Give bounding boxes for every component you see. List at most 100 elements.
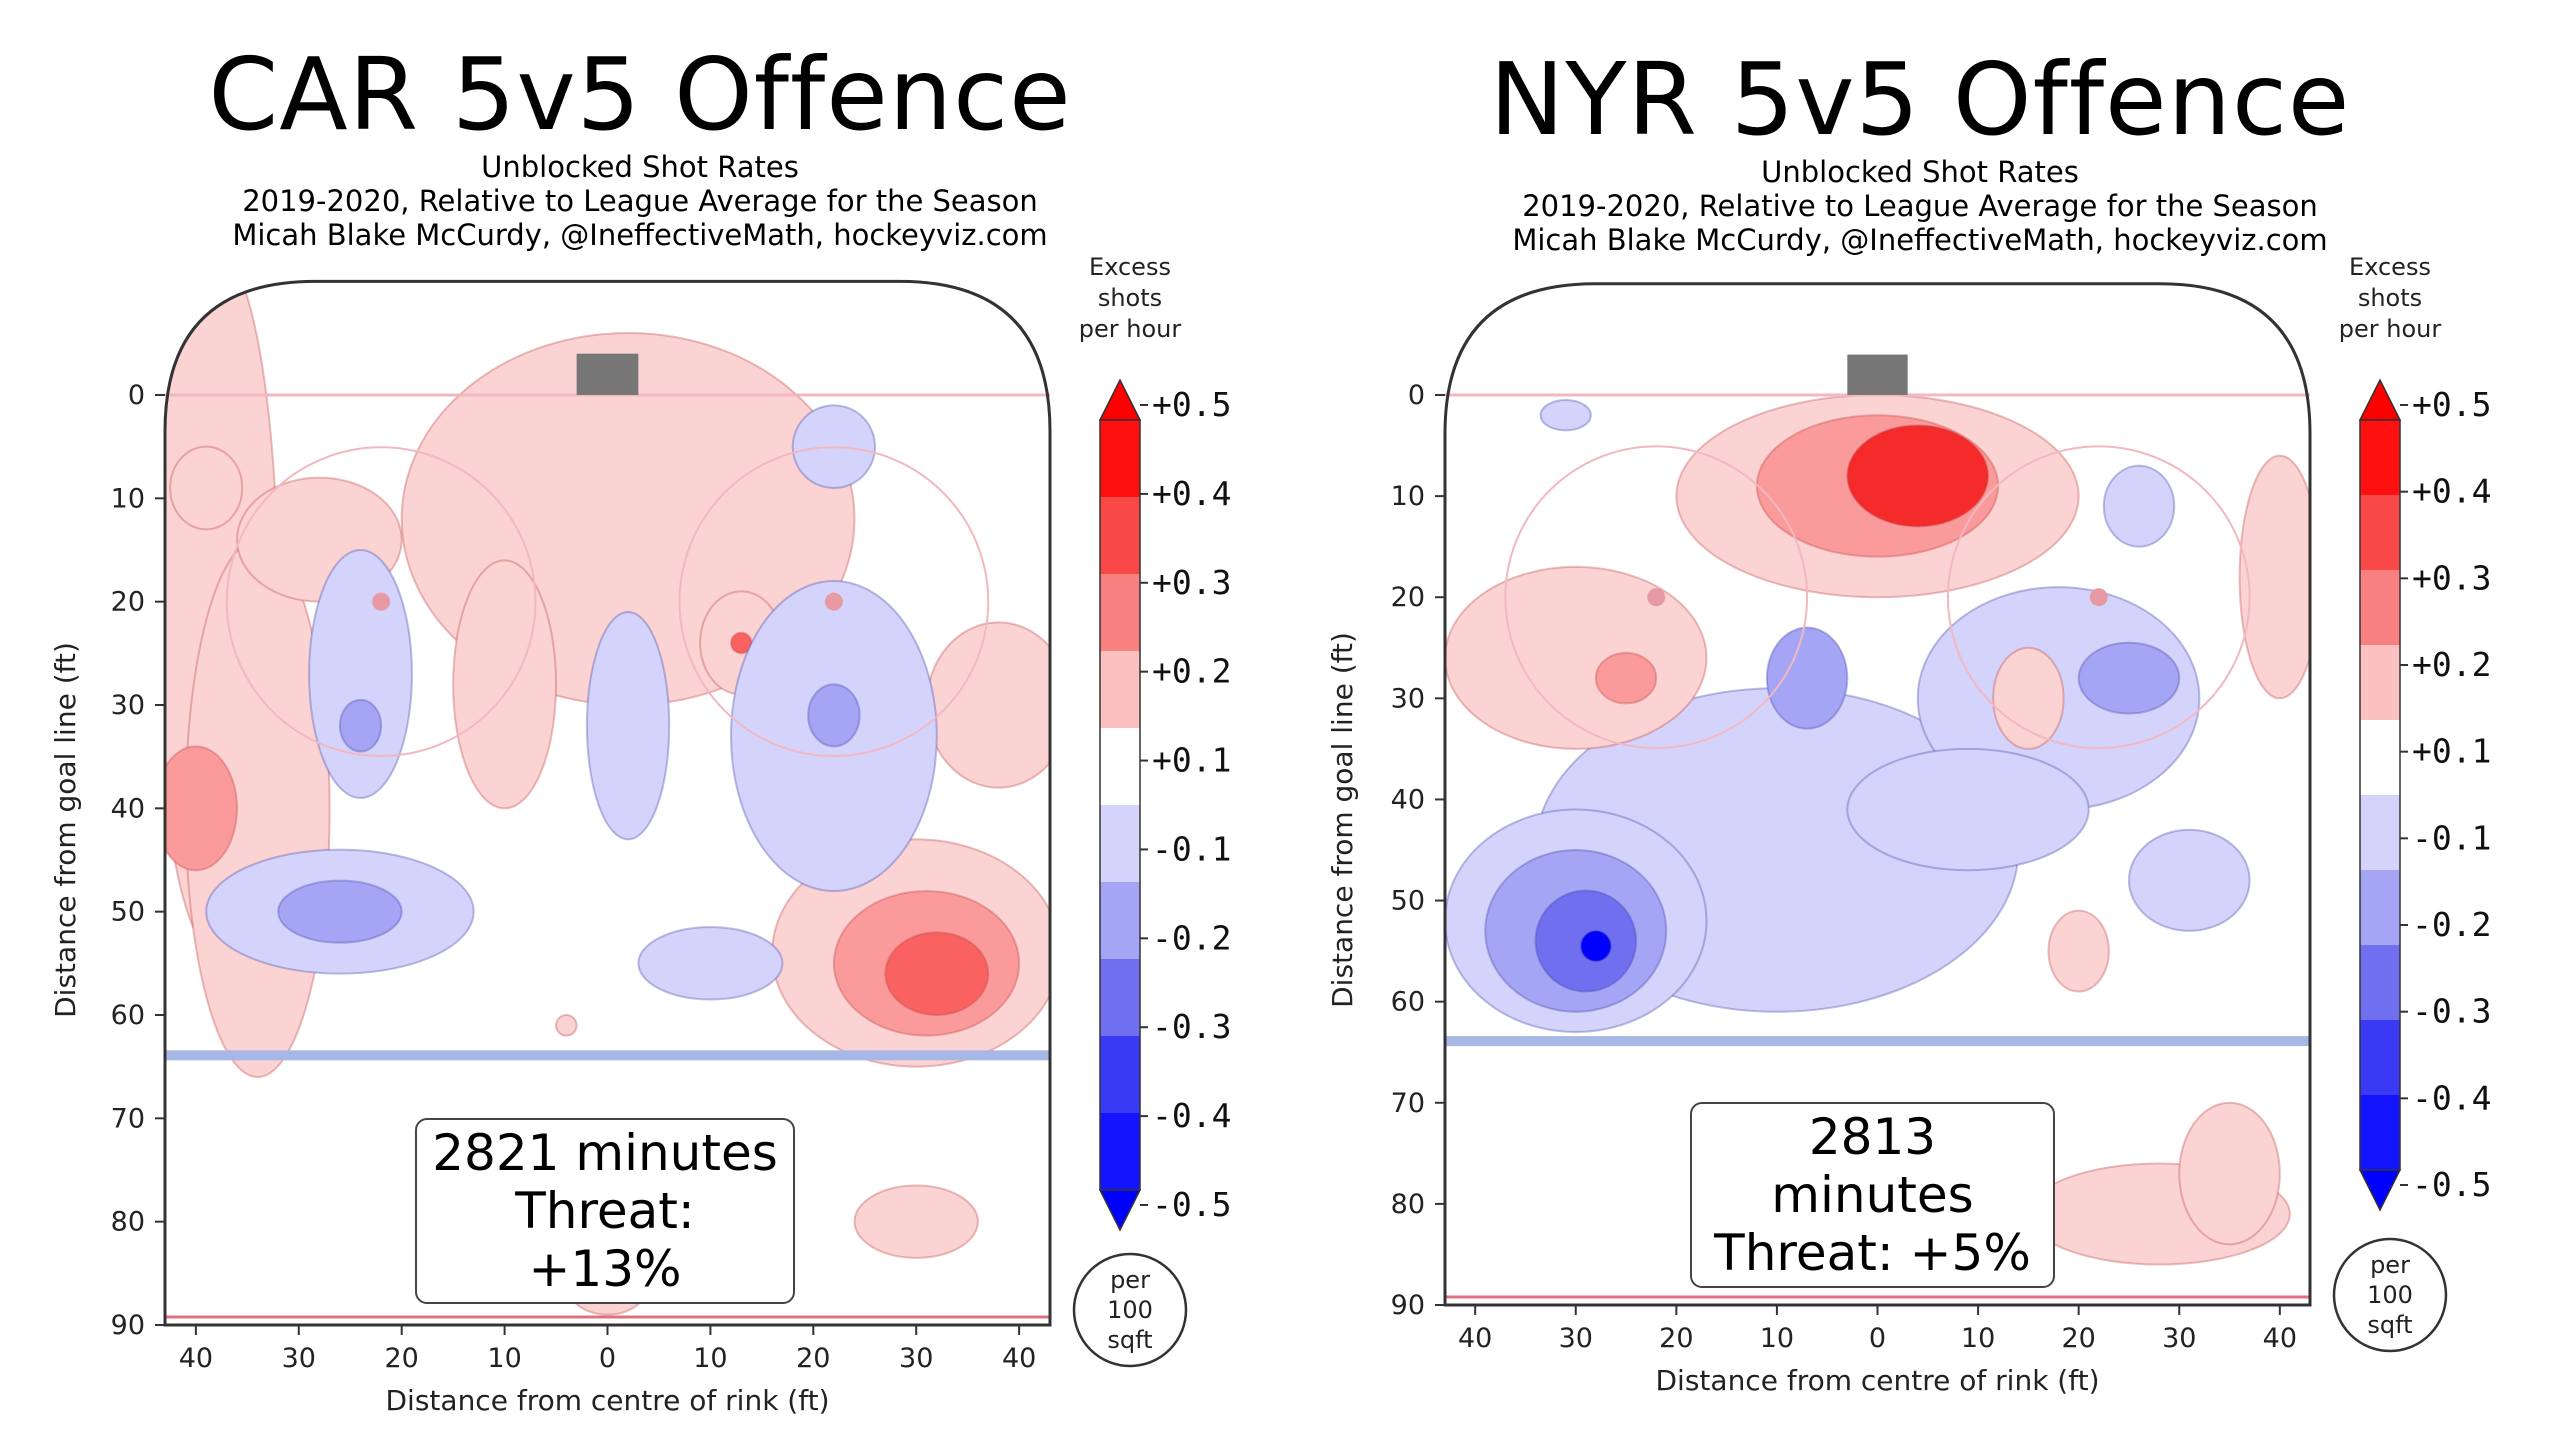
deficit-shots-region — [308, 549, 413, 799]
y-tick-label: 80 — [111, 1207, 145, 1238]
deficit-shots-region — [338, 698, 383, 753]
subtitle-line-2: 2019-2020, Relative to League Average fo… — [242, 184, 1038, 218]
excess-shots-region — [452, 559, 558, 810]
y-tick-label: 60 — [111, 1000, 145, 1031]
colorbar-tick-label: -0.2 — [2412, 905, 2491, 944]
excess-shots-region — [1594, 651, 1658, 705]
colorbar-band — [2360, 1095, 2400, 1171]
deficit-shots-region — [585, 611, 671, 841]
colorbar-tick-label: -0.4 — [1152, 1096, 1231, 1135]
colorbar-band — [2360, 1020, 2400, 1096]
colorbar-tick-label: +0.1 — [2412, 732, 2491, 771]
unit-label: sqft — [1107, 1326, 1152, 1354]
y-tick-label: 60 — [1391, 987, 1425, 1018]
colorbar-band — [2360, 945, 2400, 1021]
colorbar-band — [1100, 651, 1140, 729]
x-tick-label: 0 — [599, 1343, 616, 1374]
colorbar-min-arrow — [1098, 1189, 1142, 1232]
deficit-shots-region — [1539, 399, 1592, 432]
colorbar-band — [2360, 495, 2400, 571]
faceoff-circle — [678, 446, 990, 758]
deficit-shots-region — [2102, 464, 2176, 548]
faceoff-dot — [1647, 588, 1666, 607]
y-tick-label: 90 — [1391, 1290, 1425, 1321]
colorbar-band — [2360, 645, 2400, 721]
unit-label: per — [1110, 1266, 1150, 1294]
y-axis-label: Distance from goal line (ft) — [1326, 632, 1359, 1008]
y-tick-label: 20 — [1391, 582, 1425, 613]
rink-outline — [163, 279, 1052, 1327]
colorbar-title: Excess — [1089, 253, 1171, 281]
colorbar-tick-label: +0.3 — [1152, 563, 1231, 602]
y-tick-label: 10 — [111, 483, 145, 514]
excess-shots-region — [2238, 454, 2310, 700]
nyr-panel: NYR 5v5 Offence Unblocked Shot Rates 201… — [1280, 0, 2560, 1439]
colorbar-max-arrow — [1098, 378, 1142, 421]
deficit-shots-region — [277, 879, 403, 944]
x-axis-label: Distance from centre of rink (ft) — [1656, 1364, 2100, 1397]
colorbar-tick-label: -0.3 — [2412, 992, 2491, 1031]
threat-label: Threat: +13% — [515, 1182, 695, 1298]
x-tick-label: 40 — [1002, 1343, 1036, 1374]
deficit-shots-region — [1765, 626, 1849, 730]
x-tick-label: 40 — [2263, 1323, 2297, 1354]
y-tick-label: 10 — [1391, 481, 1425, 512]
colorbar-tick-label: +0.1 — [1152, 741, 1231, 780]
colorbar-tick-label: +0.4 — [2412, 472, 2491, 511]
colorbar-band — [2360, 870, 2400, 946]
colorbar-band — [2360, 720, 2400, 796]
colorbar-tick-label: -0.3 — [1152, 1007, 1231, 1046]
deficit-shots-region — [2077, 641, 2181, 715]
x-tick-label: 20 — [796, 1343, 830, 1374]
colorbar-band — [1100, 959, 1140, 1037]
colorbar-band — [1100, 1036, 1140, 1114]
x-tick-label: 10 — [693, 1343, 727, 1374]
y-tick-label: 50 — [111, 897, 145, 928]
threat-label: Threat: +5% — [1714, 1224, 2031, 1282]
x-tick-label: 40 — [179, 1343, 213, 1374]
colorbar-tick-label: -0.1 — [2412, 818, 2491, 857]
x-tick-label: 20 — [385, 1343, 419, 1374]
excess-shots-region — [555, 1014, 578, 1037]
colorbar-tick-label: -0.5 — [2412, 1165, 2491, 1204]
colorbar-frame — [2359, 419, 2401, 1171]
goal-net — [1847, 354, 1908, 395]
colorbar-title: shots — [1098, 284, 1162, 312]
minutes-threat-box: 2813 minutes Threat: +5% — [1690, 1102, 2055, 1288]
colorbar-tick-label: +0.2 — [1152, 652, 1231, 691]
x-tick-label: 30 — [2162, 1323, 2196, 1354]
rink-outline — [1443, 282, 2312, 1307]
colorbar-title: Excess — [2349, 253, 2431, 281]
excess-shots-region — [2047, 909, 2110, 993]
colorbar-max-arrow — [2358, 378, 2402, 421]
colorbar-band — [2360, 795, 2400, 871]
colorbar-tick-label: +0.2 — [2412, 645, 2491, 684]
excess-shots-region — [169, 445, 244, 531]
colorbar-tick-label: +0.4 — [1152, 474, 1231, 513]
excess-shots-region — [1445, 565, 1708, 750]
colorbar-band — [1100, 420, 1140, 498]
heat-regions — [1445, 394, 2310, 1266]
x-tick-label: 30 — [899, 1343, 933, 1374]
chart-title: NYR 5v5 Offence — [1489, 41, 2351, 158]
colorbar-band — [2360, 420, 2400, 496]
chart-subtitle: Unblocked Shot Rates 2019-2020, Relative… — [1280, 155, 2560, 257]
colorbar-title: shots — [2358, 284, 2422, 312]
excess-shots-region — [2178, 1101, 2281, 1246]
y-axis-label: Distance from goal line (ft) — [49, 642, 82, 1018]
x-tick-label: 0 — [1869, 1323, 1886, 1354]
x-tick-label: 30 — [1559, 1323, 1593, 1354]
y-tick-label: 20 — [111, 587, 145, 618]
x-tick-label: 10 — [487, 1343, 521, 1374]
y-tick-label: 70 — [1391, 1088, 1425, 1119]
unit-circle — [1072, 1252, 1188, 1368]
y-tick-label: 0 — [128, 380, 145, 411]
car-panel: CAR 5v5 Offence Unblocked Shot Rates 201… — [49, 45, 1231, 1418]
deficit-shots-region — [807, 683, 861, 748]
colorbar-band — [1100, 805, 1140, 883]
deficit-shots-region — [1846, 747, 2090, 872]
colorbar-tick-label: +0.5 — [2412, 385, 2491, 424]
subtitle-line-2: 2019-2020, Relative to League Average fo… — [1522, 189, 2318, 223]
